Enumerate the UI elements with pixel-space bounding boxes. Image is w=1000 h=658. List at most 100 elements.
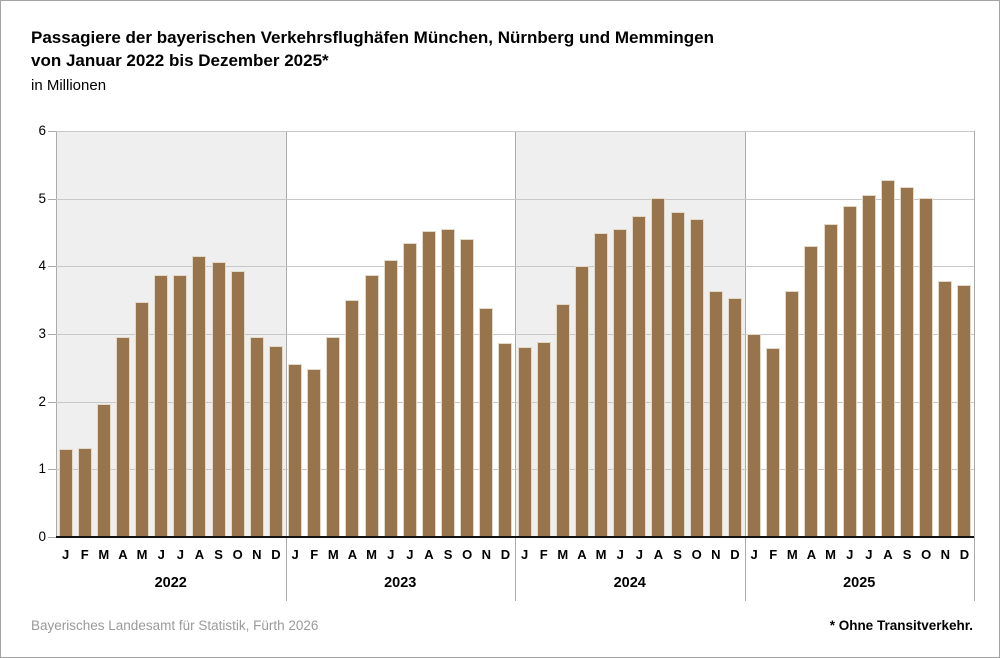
bar-2025-J6: [861, 194, 876, 537]
bar-2025-F1: [766, 347, 781, 537]
year-separator-2: [515, 131, 516, 601]
bar-2023-S8: [441, 229, 456, 537]
month-label: O: [232, 547, 243, 562]
year-label-2025: 2025: [843, 575, 876, 591]
month-label: J: [520, 547, 529, 562]
y-axis-label-0: 0: [38, 529, 46, 544]
y-tick-2: [48, 401, 56, 403]
year-separator-1: [285, 131, 287, 601]
month-label: J: [406, 547, 414, 562]
month-label: J: [750, 547, 758, 562]
bar-2023-M2: [326, 337, 341, 537]
gridline-3: [56, 334, 974, 335]
gridline-5: [56, 198, 974, 200]
bar-2023-A7: [421, 231, 436, 537]
y-tick-1: [48, 469, 56, 471]
month-label: A: [653, 547, 664, 562]
bar-2025-O9: [919, 198, 934, 537]
month-label: F: [769, 547, 778, 562]
y-axis-label-1: 1: [38, 461, 46, 477]
gridline-2: [56, 401, 974, 403]
month-label: O: [462, 547, 473, 562]
bar-2023-N10: [479, 308, 494, 537]
chart-subtitle: in Millionen: [31, 77, 107, 94]
bar-2025-J5: [842, 206, 857, 537]
month-label: O: [691, 547, 702, 562]
month-label: J: [616, 547, 624, 562]
bar-2023-F1: [307, 369, 322, 537]
month-label: S: [673, 547, 682, 562]
month-label: N: [940, 547, 950, 562]
bar-2022-M2: [96, 403, 111, 537]
bar-2023-J0: [288, 363, 303, 537]
bar-2025-A3: [804, 246, 819, 537]
bar-2022-A3: [115, 336, 130, 537]
bar-2025-A7: [880, 180, 895, 537]
bar-2023-O9: [460, 239, 475, 537]
month-label: S: [443, 547, 453, 562]
chart-title-line2: von Januar 2022 bis Dezember 2025*: [31, 51, 329, 70]
month-label: A: [118, 547, 128, 562]
bar-2024-J5: [613, 229, 628, 537]
x-axis-line: [56, 536, 974, 538]
bar-2024-S8: [670, 212, 685, 537]
month-label: O: [921, 547, 932, 562]
year-label-2024: 2024: [613, 575, 646, 591]
bar-2022-J5: [154, 275, 169, 537]
month-label: M: [136, 547, 148, 562]
bar-2025-J0: [747, 334, 762, 537]
y-tick-0: [48, 537, 56, 538]
y-tick-6: [48, 131, 56, 132]
month-label: F: [539, 547, 548, 562]
bar-2025-M2: [785, 291, 800, 537]
bar-2022-J6: [173, 275, 188, 537]
bar-2022-N10: [249, 336, 264, 537]
bar-2024-M4: [594, 233, 609, 537]
bar-2024-O9: [689, 218, 704, 537]
bar-2024-A7: [651, 198, 666, 537]
gridline-1: [56, 469, 974, 471]
month-label: J: [291, 547, 299, 562]
footnote-text: * Ohne Transitverkehr.: [829, 618, 973, 633]
month-label: A: [883, 547, 893, 562]
month-label: D: [500, 547, 511, 562]
bar-2024-D11: [727, 298, 742, 537]
month-label: F: [310, 547, 319, 562]
bar-2024-J0: [517, 346, 532, 537]
month-label: J: [61, 547, 70, 562]
month-label: M: [557, 547, 569, 562]
plot-area: 0 1 2 3 4 5 6 J F M A M J J A S O N D 2022 J F M A M J J A S O N D 2023 J…: [38, 123, 975, 601]
gridline-6: [56, 131, 974, 132]
month-label: A: [806, 547, 817, 562]
chart-title-line1: Passagiere der bayerischen Verkehrsflugh…: [31, 28, 715, 47]
month-label: S: [214, 547, 223, 562]
month-label: A: [424, 547, 434, 562]
bar-2025-M4: [823, 224, 838, 537]
bar-2025-N10: [938, 280, 953, 537]
month-label: N: [481, 547, 491, 562]
y-axis-label-5: 5: [38, 190, 46, 206]
month-label: D: [959, 547, 970, 562]
bar-2024-F1: [536, 342, 551, 537]
year-label-2022: 2022: [154, 575, 187, 591]
y-axis-label-4: 4: [38, 258, 46, 274]
bar-2024-M2: [555, 304, 570, 537]
bar-2023-A3: [345, 300, 360, 537]
month-label: A: [577, 547, 587, 562]
month-label: N: [711, 547, 721, 562]
bar-2022-O9: [230, 271, 245, 537]
year-separator-3: [744, 131, 746, 601]
bar-2023-M4: [364, 275, 379, 537]
month-label: A: [347, 547, 358, 562]
y-axis-label-6: 6: [38, 123, 46, 138]
gridline-4: [56, 266, 974, 268]
month-label: M: [595, 547, 607, 562]
bar-2023-J5: [383, 259, 398, 537]
bar-2022-A7: [192, 256, 207, 537]
bar-2022-S8: [211, 262, 226, 537]
month-label: M: [327, 547, 339, 562]
bar-2023-J6: [402, 242, 417, 537]
bar-2022-J0: [58, 449, 73, 537]
y-axis-label-2: 2: [38, 393, 46, 409]
